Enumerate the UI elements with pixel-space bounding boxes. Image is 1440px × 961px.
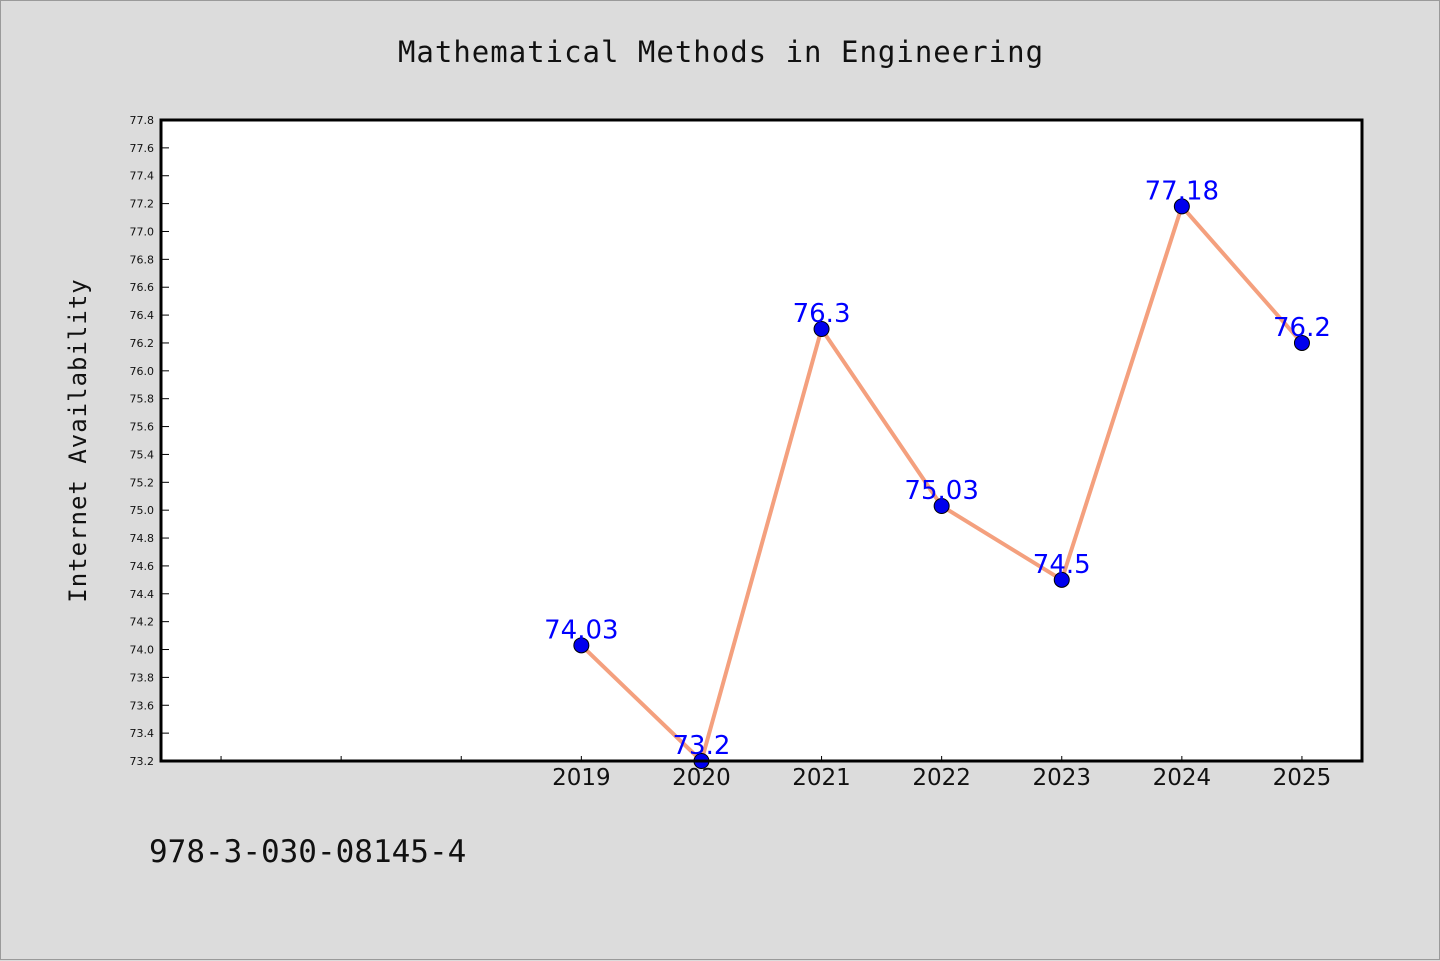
x-tick-label: 2022 <box>912 765 971 791</box>
y-tick-label: 75.0 <box>130 504 155 517</box>
y-tick-label: 74.2 <box>130 616 155 629</box>
y-tick-label: 73.6 <box>130 699 155 712</box>
y-tick-label: 74.0 <box>130 644 155 657</box>
chart-title: Mathematical Methods in Engineering <box>397 35 1045 69</box>
y-tick-label: 77.0 <box>130 225 155 238</box>
y-tick-label: 76.0 <box>130 365 155 378</box>
y-tick-label: 73.2 <box>130 755 155 768</box>
data-label: 74.03 <box>544 615 618 645</box>
data-label: 74.5 <box>1033 550 1091 580</box>
x-tick-label: 2023 <box>1032 765 1091 791</box>
x-tick-label: 2019 <box>552 765 611 791</box>
x-tick-label: 2025 <box>1273 765 1332 791</box>
y-tick-label: 77.4 <box>130 170 155 183</box>
isbn-text: 978-3-030-08145-4 <box>149 834 467 870</box>
data-point <box>933 497 950 514</box>
y-axis-label: Internet Availability <box>64 278 92 602</box>
y-tick-label: 77.2 <box>130 198 155 211</box>
x-tick-label: 2020 <box>672 765 731 791</box>
data-label: 73.2 <box>673 731 731 761</box>
y-tick-label: 75.6 <box>130 421 155 434</box>
data-label: 76.2 <box>1273 313 1331 343</box>
data-label: 76.3 <box>793 299 851 329</box>
y-tick-label: 75.8 <box>130 393 155 406</box>
y-tick-label: 74.8 <box>130 532 155 545</box>
data-label: 77.18 <box>1145 176 1219 206</box>
y-tick-label: 75.4 <box>130 448 155 461</box>
data-point <box>1173 198 1190 215</box>
y-tick-label: 75.2 <box>130 476 155 489</box>
y-tick-label: 76.6 <box>130 281 155 294</box>
y-tick-label: 77.8 <box>130 114 155 127</box>
data-point <box>813 321 830 338</box>
y-tick-label: 76.2 <box>130 337 155 350</box>
axis-ticks: 73.2 73.4 73.6 73.8 74.0 74.2 74.4 74.6 74.8 75.0… <box>130 114 1332 791</box>
data-point <box>1293 334 1310 351</box>
plot-frame <box>159 118 1364 763</box>
y-tick-label: 77.6 <box>130 142 155 155</box>
data-point <box>573 637 590 654</box>
y-tick-label: 73.8 <box>130 671 155 684</box>
data-label: 75.03 <box>904 476 978 506</box>
data-point <box>1053 571 1070 588</box>
x-tick-label: 2021 <box>792 765 851 791</box>
y-tick-label: 76.4 <box>130 309 155 322</box>
y-tick-label: 76.8 <box>130 253 155 266</box>
y-tick-label: 73.4 <box>130 727 155 740</box>
plot-area <box>161 120 1362 761</box>
y-tick-label: 74.6 <box>130 560 155 573</box>
x-tick-label: 2024 <box>1153 765 1212 791</box>
y-tick-label: 74.4 <box>130 588 155 601</box>
